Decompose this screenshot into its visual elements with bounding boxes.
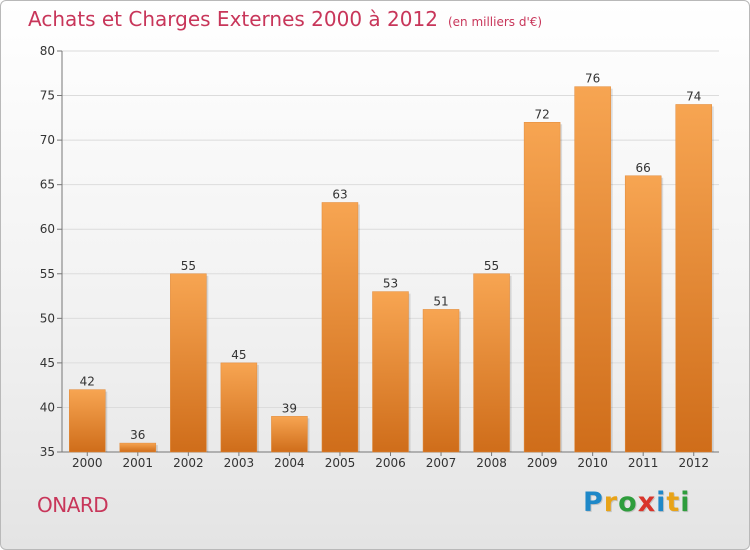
data-label-2005: 63 (332, 187, 347, 201)
y-tick-label: 50 (40, 311, 55, 325)
data-label-2004: 39 (282, 401, 297, 415)
data-label-2000: 42 (80, 375, 95, 389)
bar-layer (69, 86, 714, 453)
data-label-2012: 74 (686, 89, 701, 103)
data-label-2001: 36 (130, 428, 145, 442)
bar-2011 (624, 175, 662, 453)
logo-letter: x (637, 487, 657, 518)
bar-2002 (170, 273, 207, 453)
data-label-2002: 55 (181, 259, 196, 273)
y-tick-label: 75 (40, 89, 55, 103)
x-tick-label-2006: 2006 (375, 456, 406, 470)
y-tick-label: 45 (40, 356, 55, 370)
x-tick-label-2007: 2007 (426, 456, 457, 470)
bar-2012 (675, 104, 712, 453)
x-tick-label-2003: 2003 (224, 456, 255, 470)
chart-subtitle: (en milliers d'€) (447, 15, 543, 29)
y-tick-label: 60 (40, 222, 55, 236)
data-label-2003: 45 (231, 348, 246, 362)
bar-2004 (271, 416, 308, 453)
data-label-2010: 76 (585, 72, 600, 86)
chart-title-text: Achats et Charges Externes 2000 à 2012 (28, 7, 438, 31)
x-tick-label-2002: 2002 (173, 456, 204, 470)
x-tick-label-2001: 2001 (123, 456, 154, 470)
commune-name: ONARD (37, 493, 109, 517)
bar-2007 (422, 309, 460, 453)
bar-2008 (473, 273, 510, 453)
bar-2010 (574, 86, 611, 453)
y-tick-label: 40 (40, 400, 55, 414)
y-tick-label: 65 (40, 178, 55, 192)
bar-2003 (220, 362, 258, 453)
data-label-2011: 66 (636, 161, 651, 175)
data-label-2008: 55 (484, 259, 499, 273)
x-tick-label-2005: 2005 (325, 456, 356, 470)
bar-2006 (372, 291, 409, 453)
proxiti-logo: Proxiti (583, 487, 691, 518)
logo-letter: i (656, 487, 667, 518)
x-tick-label-2010: 2010 (577, 456, 608, 470)
data-label-2009: 72 (534, 107, 549, 121)
y-tick-label: 80 (40, 44, 55, 58)
x-tick-label-2000: 2000 (72, 456, 103, 470)
bar-2009 (523, 122, 561, 453)
logo-letter: P (583, 487, 604, 518)
logo-letter: t (666, 487, 681, 518)
label-layer: 42 36 55 45 39 63 53 51 55 72 76 66 74 (80, 72, 702, 442)
chart-title: Achats et Charges Externes 2000 à 2012 (e… (28, 7, 542, 31)
data-label-2007: 51 (433, 294, 448, 308)
x-tick-label-2011: 2011 (628, 456, 659, 470)
bar-2000 (69, 389, 106, 453)
y-tick-label: 70 (40, 133, 55, 147)
bar-2005 (321, 202, 359, 453)
logo-letter: r (603, 487, 619, 518)
data-label-2006: 53 (383, 277, 398, 291)
logo-letter: o (618, 487, 638, 518)
y-tick-label: 55 (40, 267, 55, 281)
x-tick-label-2008: 2008 (476, 456, 507, 470)
logo-letter: i (680, 487, 691, 518)
x-tick-label-2012: 2012 (678, 456, 709, 470)
axis-layer: 35 40 45 50 55 60 65 70 75 80 2000 2001 2002 2003 2004… (40, 44, 719, 470)
x-tick-label-2004: 2004 (274, 456, 305, 470)
bar-2001 (119, 442, 157, 453)
y-tick-label: 35 (40, 445, 55, 459)
x-tick-label-2009: 2009 (527, 456, 558, 470)
